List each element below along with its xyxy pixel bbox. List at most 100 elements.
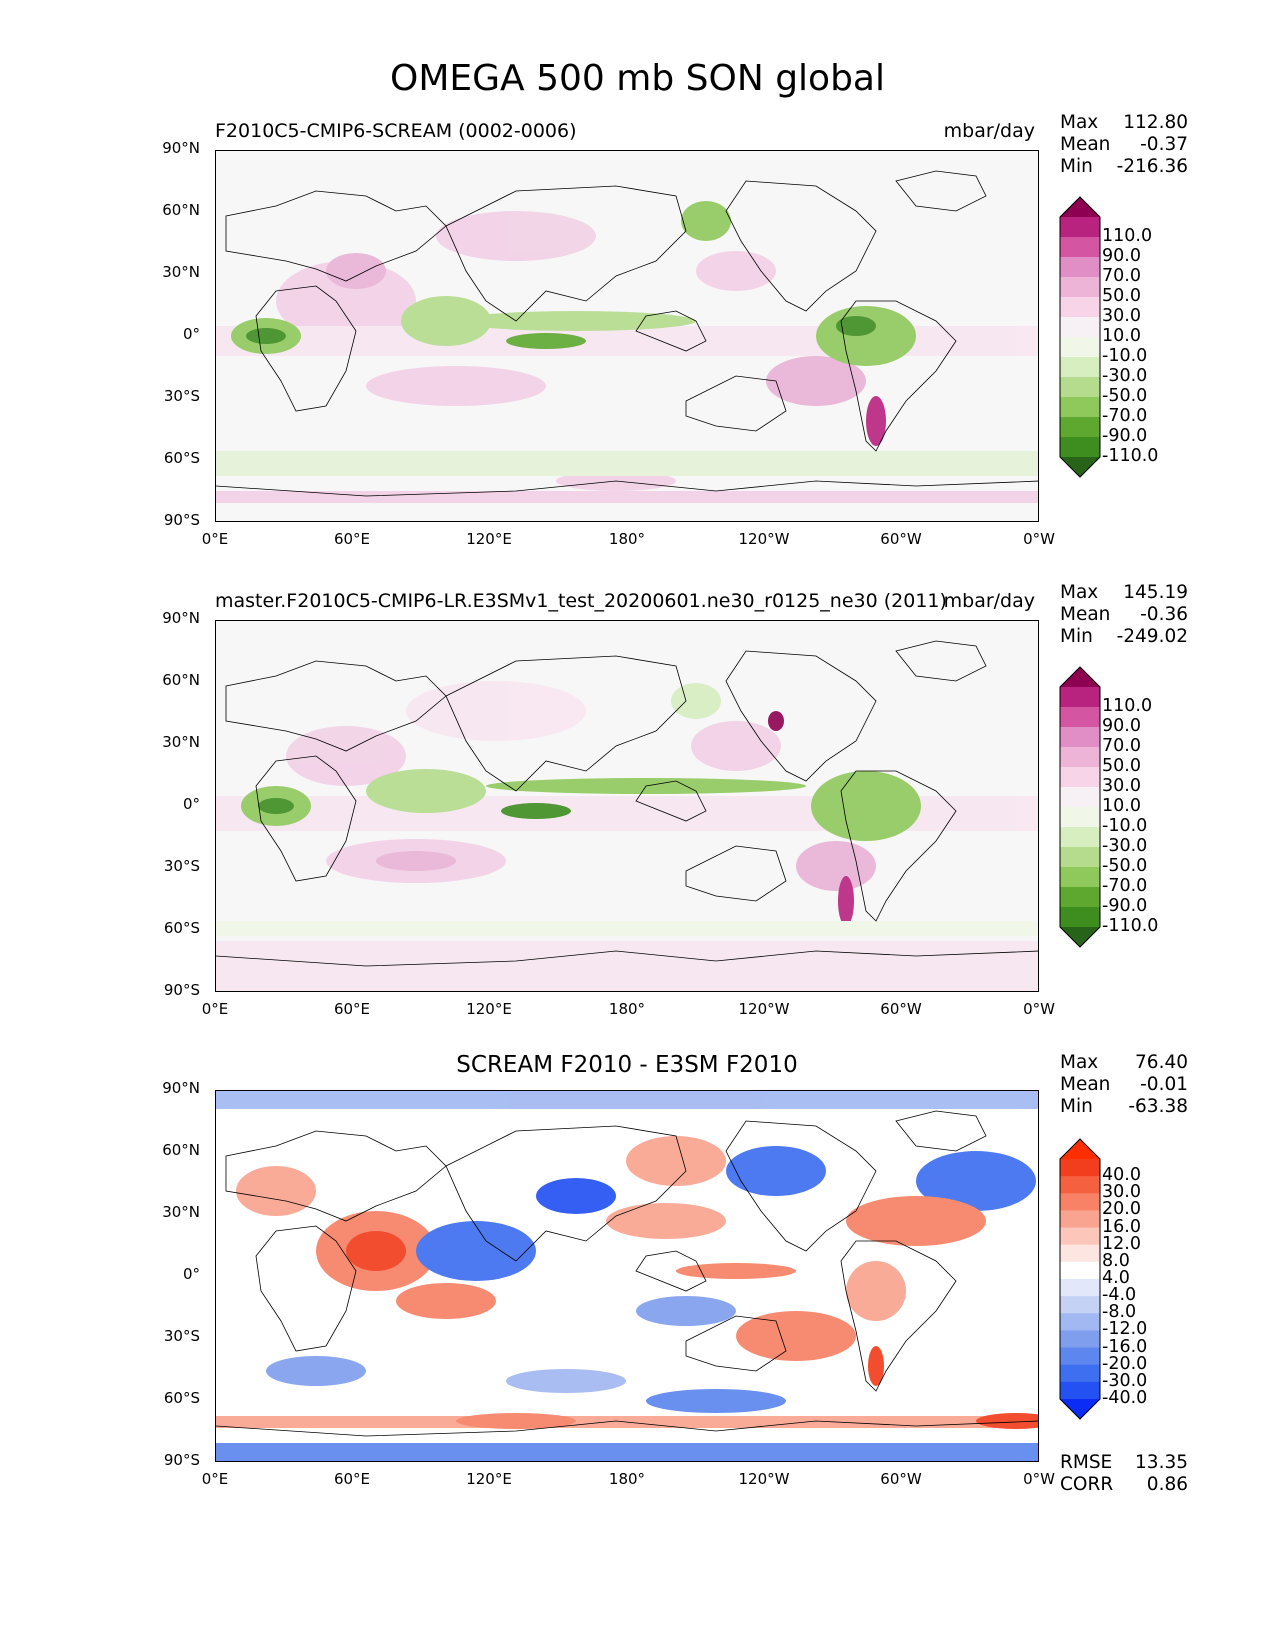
lon-tick: 120°W xyxy=(738,530,790,548)
lon-tick: 60°E xyxy=(333,530,371,548)
units-label: mbar/day xyxy=(943,120,1035,142)
lat-tick: 0° xyxy=(182,795,200,813)
lat-tick: 90°N xyxy=(162,609,200,627)
lat-tick: 60°N xyxy=(162,201,200,219)
map-field xyxy=(216,1091,1038,1461)
colorbar-segment xyxy=(1060,727,1100,748)
panel-reference: master.F2010C5-CMIP6-LR.E3SMv1_test_2020… xyxy=(0,582,1275,1050)
colorbar-tick-label: 90.0 xyxy=(1102,716,1141,736)
colorbar-tick-label: -70.0 xyxy=(1102,406,1148,426)
figure-title: OMEGA 500 mb SON global xyxy=(390,58,885,99)
panel-title: master.F2010C5-CMIP6-LR.E3SMv1_test_2020… xyxy=(215,590,947,612)
stat-value: -0.37 xyxy=(1140,134,1188,155)
colorbar-segment xyxy=(1060,1261,1100,1280)
colorbar-tick-label: -30.0 xyxy=(1102,1370,1148,1391)
colorbar-tick-label: 70.0 xyxy=(1102,266,1141,286)
lon-tick: 60°W xyxy=(880,1000,922,1018)
lat-tick: 90°N xyxy=(162,139,200,157)
colorbar-outline xyxy=(1059,196,1101,478)
colorbar-tick-label: -30.0 xyxy=(1102,366,1148,386)
stat-label: CORR xyxy=(1060,1474,1114,1495)
colorbar-segment xyxy=(1060,827,1100,848)
stat-label: Min xyxy=(1060,626,1093,647)
colorbar-segment xyxy=(1060,337,1100,358)
panel-title: F2010C5-CMIP6-SCREAM (0002-0006) xyxy=(215,120,577,142)
colorbar-extend-min xyxy=(1060,457,1100,477)
lat-tick: 60°N xyxy=(162,671,200,689)
lon-tick: 0°E xyxy=(201,1000,229,1018)
colorbar-segment xyxy=(1060,1364,1100,1383)
colorbar-segment xyxy=(1060,1279,1100,1297)
stat-value: -216.36 xyxy=(1116,156,1188,177)
lon-tick: 0°E xyxy=(201,530,229,548)
colorbar-tick-label: 20.0 xyxy=(1102,1199,1141,1220)
stat-label: Min xyxy=(1060,156,1093,177)
colorbar-extend-max xyxy=(1060,1139,1100,1159)
colorbar-segment xyxy=(1060,357,1100,378)
lon-tick: 180° xyxy=(608,1000,646,1018)
map-plot xyxy=(215,620,1039,992)
colorbar-segment xyxy=(1060,1193,1100,1211)
colorbar-tick-label: -110.0 xyxy=(1102,916,1159,936)
colorbar-segment xyxy=(1060,217,1100,238)
stat-value: 145.19 xyxy=(1123,582,1188,603)
colorbar-tick-label: -50.0 xyxy=(1102,386,1148,406)
colorbar-segment xyxy=(1060,1381,1100,1400)
stat-value: 13.35 xyxy=(1135,1452,1188,1473)
colorbar-tick-label: 4.0 xyxy=(1102,1268,1130,1288)
colorbar-tick-label: -10.0 xyxy=(1102,346,1148,366)
colorbar-tick-label: 12.0 xyxy=(1102,1233,1141,1254)
stat-value: 76.40 xyxy=(1135,1052,1188,1073)
lat-tick: 60°N xyxy=(162,1141,200,1159)
lon-tick: 120°W xyxy=(738,1000,790,1018)
colorbar-extend-min xyxy=(1060,927,1100,947)
stat-label: Mean xyxy=(1060,604,1111,625)
lon-tick: 0°E xyxy=(201,1470,229,1488)
panel-test: F2010C5-CMIP6-SCREAM (0002-0006) mbar/da… xyxy=(0,112,1275,580)
colorbar-tick-label: 16.0 xyxy=(1102,1216,1141,1237)
colorbar xyxy=(1059,196,1101,478)
colorbar-segment xyxy=(1060,807,1100,828)
lon-tick: 180° xyxy=(608,530,646,548)
colorbar-segment xyxy=(1060,1347,1100,1366)
stat-label: RMSE xyxy=(1060,1452,1113,1473)
colorbar-tick-label: -50.0 xyxy=(1102,856,1148,876)
colorbar-tick-label: -30.0 xyxy=(1102,836,1148,856)
lat-tick: 30°N xyxy=(162,1203,200,1221)
stat-label: Max xyxy=(1060,582,1099,603)
colorbar-tick-label: 40.0 xyxy=(1102,1165,1141,1186)
lat-tick: 60°S xyxy=(163,449,200,467)
rmse-corr-box: RMSE 13.35 CORR 0.86 xyxy=(1060,1452,1188,1496)
colorbar-tick-label: -12.0 xyxy=(1102,1319,1148,1340)
stat-value: -0.01 xyxy=(1140,1074,1188,1095)
lon-tick: 60°E xyxy=(333,1470,371,1488)
colorbar-tick-label: -110.0 xyxy=(1102,446,1159,466)
stats-box: Max 145.19 Mean -0.36 Min -249.02 xyxy=(1060,582,1188,648)
colorbar-tick-label: -90.0 xyxy=(1102,426,1148,446)
colorbar-tick-label: -8.0 xyxy=(1102,1302,1137,1323)
colorbar-segment xyxy=(1060,1159,1100,1177)
map-plot xyxy=(215,150,1039,522)
colorbar-segment xyxy=(1060,237,1100,258)
colorbar-tick-label: -90.0 xyxy=(1102,896,1148,916)
colorbar-tick-label: 50.0 xyxy=(1102,756,1141,776)
colorbar-tick-label: -16.0 xyxy=(1102,1336,1148,1357)
lon-tick: 60°W xyxy=(880,530,922,548)
stat-value: 112.80 xyxy=(1123,112,1188,133)
colorbar-segment xyxy=(1060,1227,1100,1246)
lat-tick: 0° xyxy=(182,325,200,343)
stat-label: Max xyxy=(1060,112,1099,133)
colorbar-segment xyxy=(1060,377,1100,398)
panel-difference: SCREAM F2010 - E3SM F2010 Max 76.40 Mean -… xyxy=(0,1052,1275,1520)
colorbar-segment xyxy=(1060,1210,1100,1229)
colorbar-segment xyxy=(1060,747,1100,768)
colorbar-tick-label: -20.0 xyxy=(1102,1353,1148,1374)
panel-title: SCREAM F2010 - E3SM F2010 xyxy=(456,1052,798,1078)
colorbar-segment xyxy=(1060,437,1100,458)
colorbar-segment xyxy=(1060,767,1100,788)
stat-label: Mean xyxy=(1060,1074,1111,1095)
colorbar-tick-label: 10.0 xyxy=(1102,796,1141,816)
colorbar xyxy=(1059,666,1101,948)
colorbar-segment xyxy=(1060,317,1100,338)
map-field xyxy=(216,151,1038,521)
